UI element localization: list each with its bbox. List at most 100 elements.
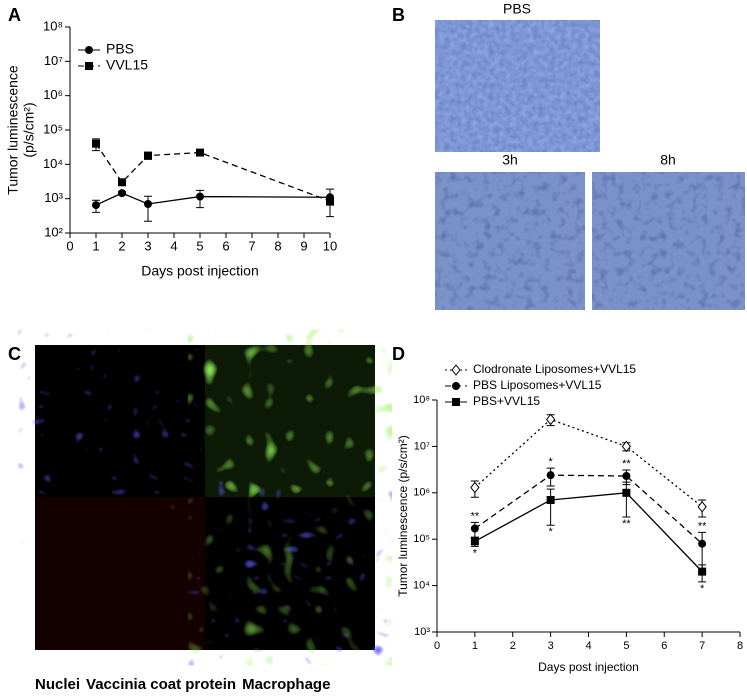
chart: 10³ 10⁴ 10⁵ 10⁶ 10⁷ 10⁸ 0 1 2 3 4 5 6 7 8 Days post inj… (396, 362, 743, 674)
panel-label: B (392, 5, 405, 25)
legend-marker (452, 382, 460, 390)
significance: * (548, 526, 553, 538)
y-tick-label: 10⁴ (413, 580, 430, 592)
x-tick-label: 8 (274, 238, 281, 253)
x-tick-label: 1 (92, 238, 99, 253)
fluorescence-vaccinia (35, 497, 205, 650)
micrograph-texture (435, 172, 585, 310)
point (470, 481, 480, 494)
y-tick-label: 10⁶ (413, 487, 430, 499)
x-tick-label: 8 (737, 640, 743, 652)
x-tick-label: 0 (434, 640, 440, 652)
point (698, 539, 707, 548)
x-tick-label: 1 (472, 640, 478, 652)
y-tick-label: 10³ (414, 626, 430, 638)
y-axis-label: Tumor luminescence (p/s/cm²) (396, 435, 410, 597)
fluorescence-nuclei (35, 345, 205, 497)
point (545, 413, 556, 426)
y-tick-label: 10⁷ (44, 53, 63, 68)
point (470, 537, 479, 546)
significance: * (473, 547, 478, 559)
point (697, 500, 707, 513)
point (118, 189, 126, 198)
significance: ** (698, 520, 707, 532)
point (92, 201, 100, 210)
x-tick-label: 7 (699, 640, 705, 652)
legend-label: Clodronate Liposomes+VVL15 (473, 362, 636, 376)
point (92, 139, 100, 148)
x-tick-label: 5 (196, 238, 203, 253)
x-tick-label: 5 (623, 640, 629, 652)
x-tick-label: 4 (170, 238, 177, 253)
point (698, 567, 707, 576)
legend-label: PBS (106, 41, 134, 57)
point (118, 178, 126, 187)
y-tick-label: 10⁵ (413, 533, 430, 545)
y-tick-label: 10² (44, 224, 63, 239)
x-tick-label: 3 (144, 238, 151, 253)
y-tick-label: 10⁶ (43, 87, 63, 102)
chart: 10² 10³ 10⁴ 10⁵ 10⁶ 10⁷ 10⁸ 0 1 2 3 4 5 6 7 8 9 10 Days po… (5, 18, 338, 278)
x-tick-label: 3 (548, 640, 554, 652)
fluorescence-merge (205, 497, 375, 650)
legend-label: VVL15 (106, 57, 148, 73)
point (622, 488, 631, 497)
point (546, 495, 555, 504)
legend-label: PBS Liposomes+VVL15 (473, 378, 602, 392)
y-tick-label: 10⁸ (413, 394, 430, 406)
x-tick-label: 7 (248, 238, 255, 253)
x-axis-label: Days post injection (141, 263, 259, 279)
series-line (474, 418, 703, 508)
x-tick-label: 9 (300, 238, 307, 253)
legend-marker (451, 364, 461, 376)
image-label: 3h (502, 152, 518, 168)
image-label: 8h (660, 152, 676, 168)
point (622, 472, 631, 481)
point (144, 199, 152, 208)
micrograph-texture (435, 20, 600, 152)
significance: ** (622, 518, 631, 530)
point (196, 148, 204, 157)
point (144, 151, 152, 160)
x-axis-label: Days post injection (538, 660, 639, 674)
y-tick-label: 10⁷ (414, 440, 430, 452)
x-tick-label: 2 (118, 238, 125, 253)
error-bar (546, 488, 555, 526)
panel-label: C (8, 344, 21, 364)
point (196, 192, 204, 201)
fluorescence-macrophage (205, 345, 375, 497)
legend-marker (85, 46, 93, 54)
image-label: PBS (503, 1, 531, 17)
series-line (474, 474, 703, 545)
series-line (474, 492, 703, 573)
x-tick-label: 4 (585, 640, 591, 652)
point (326, 197, 334, 206)
error-bar (144, 195, 152, 222)
x-tick-label: 6 (222, 238, 229, 253)
significance: * (548, 456, 553, 468)
y-axis-label: (p/s/cm²) (21, 102, 37, 157)
x-tick-label: 0 (66, 238, 73, 253)
y-axis-label: Tumor luminescence (5, 65, 21, 195)
point (470, 524, 479, 533)
legend-marker (452, 398, 460, 406)
channel-label: Macrophage (242, 676, 330, 693)
significance: ** (622, 458, 631, 470)
series-line (95, 192, 331, 206)
legend-label: PBS+VVL15 (473, 394, 540, 408)
significance: ** (471, 510, 480, 522)
x-tick-label: 2 (510, 640, 516, 652)
series-line (95, 143, 331, 202)
point (621, 440, 632, 453)
channel-label: Vaccinia coat protein (86, 676, 236, 693)
micrograph-texture (592, 172, 745, 310)
significance: * (700, 583, 705, 595)
panel-label: D (392, 344, 405, 364)
x-tick-label: 10 (323, 238, 337, 253)
y-tick-label: 10⁴ (43, 156, 63, 171)
channel-label: Nuclei (35, 676, 80, 693)
y-tick-label: 10⁵ (43, 121, 63, 136)
point (546, 471, 555, 480)
